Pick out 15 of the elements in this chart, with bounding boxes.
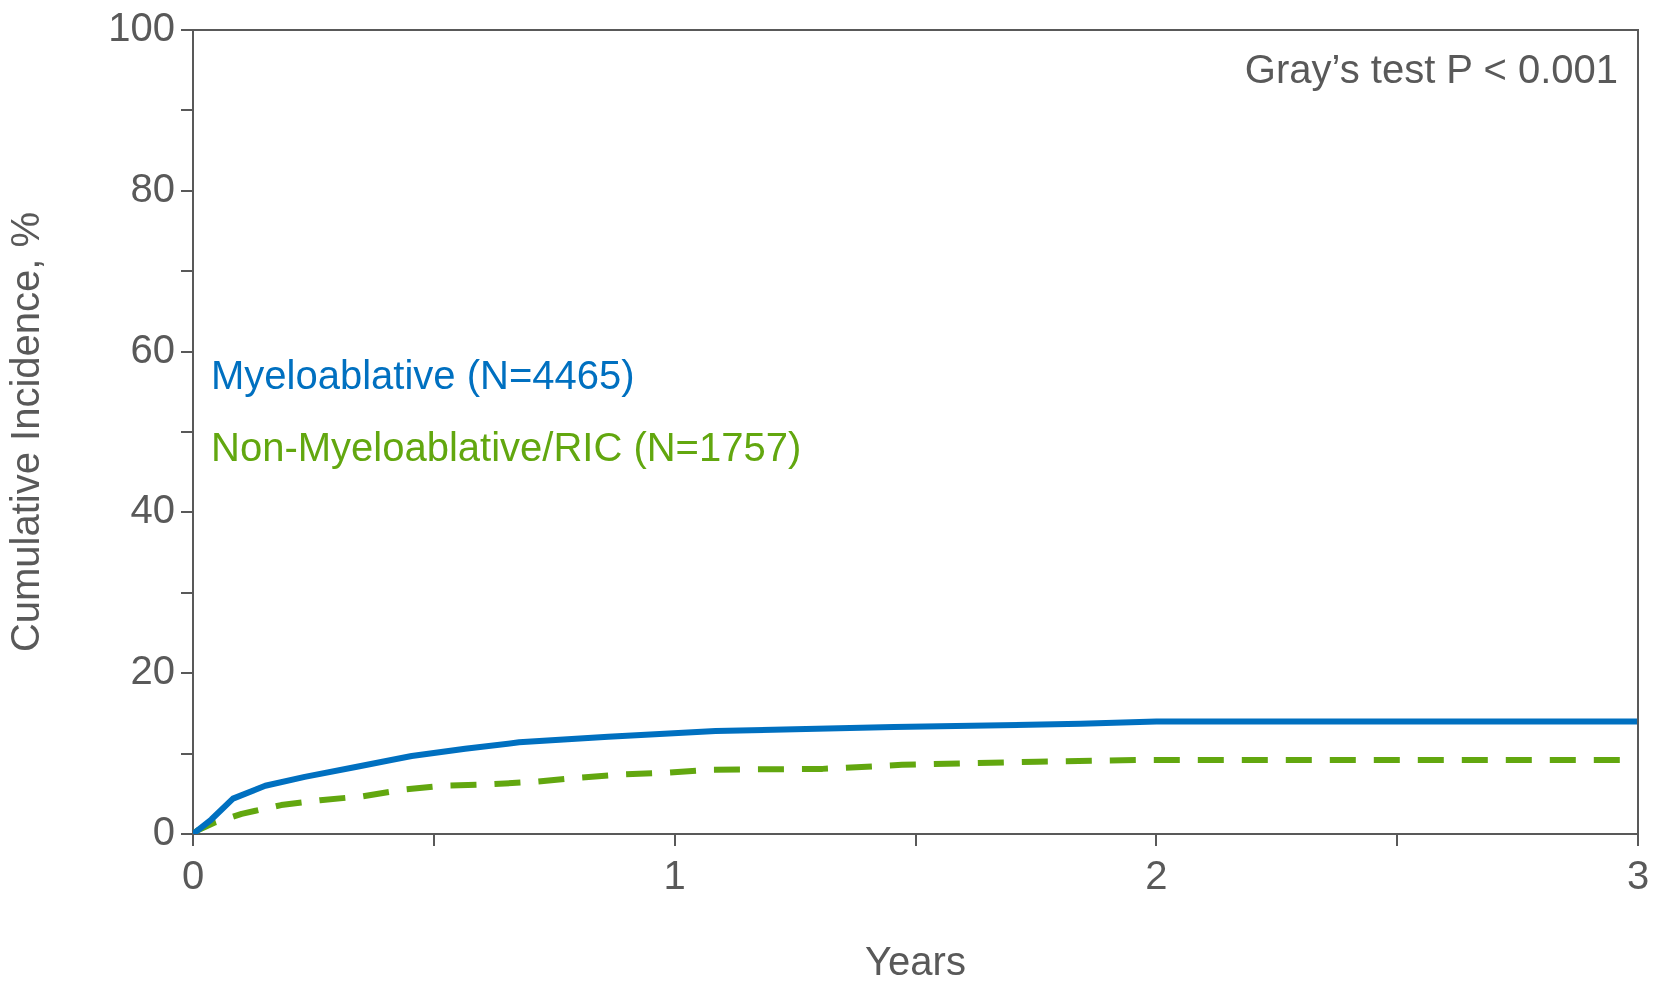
y-tick-label: 20 [130, 648, 175, 693]
text: Non-Myeloablative/RIC (N=1757) [211, 425, 802, 470]
y-tick-label: 40 [130, 487, 175, 532]
y-tick-label: 60 [130, 326, 175, 371]
x-tick-label: 1 [663, 853, 686, 898]
x-tick-label: 0 [181, 853, 205, 898]
y-tick-label: 0 [152, 809, 175, 854]
x-tick-label: 2 [1145, 853, 1168, 898]
y-axis-title: Cumulative Incidence, % [3, 211, 48, 653]
y-tick-label: 80 [130, 165, 175, 210]
annotation: Gray’s test P < 0.001 [1244, 47, 1618, 92]
x-axis-title: Years [865, 939, 966, 984]
y-tick-label: 100 [108, 5, 175, 50]
x-tick-label: 3 [1626, 853, 1650, 898]
text: Myeloablative (N=4465) [211, 353, 635, 398]
